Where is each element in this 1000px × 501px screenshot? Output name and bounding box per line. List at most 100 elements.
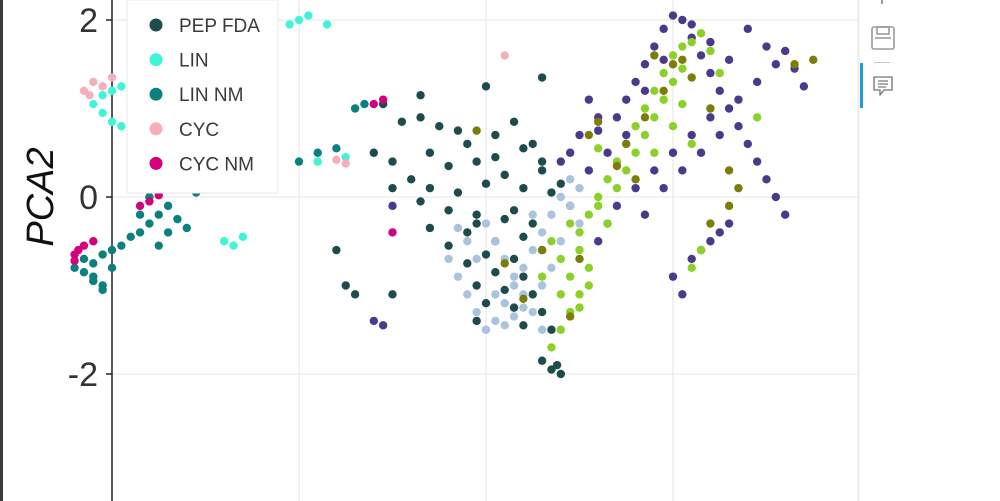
data-point [584, 281, 594, 290]
data-point [98, 108, 107, 118]
data-point [547, 210, 556, 219]
data-point [650, 51, 659, 60]
data-point [547, 237, 556, 246]
data-point [659, 68, 668, 78]
data-point [552, 360, 562, 370]
data-point [594, 117, 603, 126]
toolbar-separator [874, 62, 890, 63]
data-point [79, 254, 89, 264]
data-point [509, 254, 519, 264]
save-icon [871, 26, 895, 50]
data-point [472, 210, 481, 219]
data-point [584, 210, 594, 219]
data-point [463, 259, 472, 268]
data-point [472, 126, 481, 135]
data-point [556, 237, 565, 246]
data-point [163, 228, 173, 237]
data-point [173, 214, 182, 224]
data-point [444, 161, 453, 171]
data-point [659, 95, 668, 104]
data-point [594, 126, 603, 135]
data-point [70, 256, 79, 265]
data-point [341, 152, 350, 162]
data-point [659, 86, 668, 96]
data-point [556, 192, 565, 202]
data-point [107, 86, 117, 96]
y-tick-label: 2 [79, 2, 98, 40]
data-point [575, 219, 584, 228]
data-point [472, 307, 481, 317]
data-point [575, 254, 584, 264]
data-point [528, 139, 537, 149]
data-point [500, 214, 509, 224]
data-point [706, 37, 715, 47]
data-point [668, 51, 678, 60]
data-point [678, 42, 687, 51]
data-point [762, 175, 771, 184]
data-point [98, 250, 107, 259]
data-point [388, 290, 397, 299]
data-point [781, 210, 790, 219]
data-point [397, 117, 407, 126]
data-point [556, 290, 565, 299]
data-point [781, 46, 790, 56]
data-point [154, 241, 163, 250]
data-point [416, 113, 425, 122]
data-point [341, 281, 350, 290]
data-point [640, 86, 650, 96]
data-point [724, 201, 734, 211]
data-point [724, 219, 734, 228]
data-point [575, 228, 584, 237]
data-point [481, 250, 491, 259]
data-point [481, 325, 491, 334]
data-point [444, 206, 453, 215]
data-point [575, 290, 584, 299]
data-point [519, 263, 528, 272]
data-point [509, 303, 519, 312]
data-point [547, 188, 556, 197]
legend-marker [149, 122, 163, 136]
data-point [659, 183, 668, 193]
data-point [313, 157, 322, 166]
data-point [163, 201, 173, 211]
data-point [491, 268, 500, 277]
y-tick-label: 0 [79, 179, 98, 217]
data-point [584, 130, 594, 140]
data-point [491, 290, 500, 299]
data-point [537, 73, 547, 82]
data-point [734, 122, 743, 131]
data-point [472, 254, 481, 264]
data-point [369, 148, 378, 157]
data-point [98, 285, 107, 295]
data-point [734, 183, 743, 193]
data-point [369, 316, 378, 326]
data-point [640, 113, 650, 122]
data-point [594, 144, 603, 153]
data-point [668, 60, 678, 69]
data-point [350, 290, 360, 299]
data-point [575, 245, 584, 255]
data-point [668, 11, 678, 20]
save-button[interactable] [870, 25, 896, 51]
data-point [89, 99, 98, 109]
data-point [565, 272, 575, 281]
data-point [79, 86, 89, 96]
data-point [668, 148, 678, 157]
data-point [304, 11, 313, 20]
data-point [790, 60, 799, 69]
data-point [285, 20, 294, 29]
data-point [659, 24, 668, 34]
data-point [220, 237, 229, 246]
data-point [107, 117, 117, 126]
data-point [575, 303, 584, 312]
window-edge [0, 0, 3, 501]
data-point [472, 219, 481, 228]
data-point [519, 232, 528, 242]
data-point [519, 272, 528, 281]
data-point [650, 86, 659, 96]
data-point [650, 166, 659, 175]
data-point [650, 148, 659, 157]
data-point [565, 148, 575, 157]
hover-tool-button[interactable] [870, 73, 896, 99]
data-point [687, 37, 696, 47]
